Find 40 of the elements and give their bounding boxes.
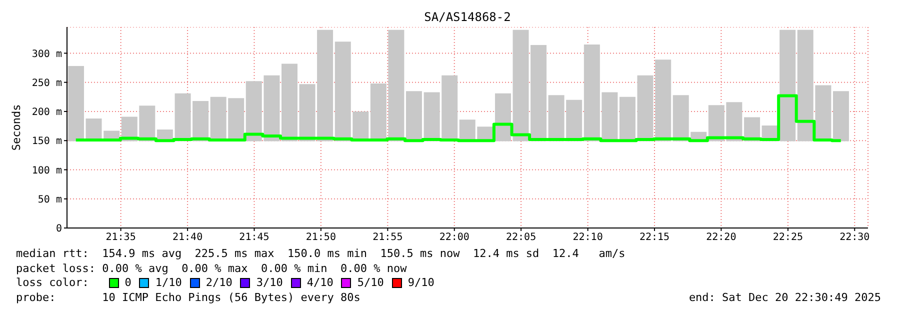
y-axis-title: Seconds: [10, 104, 23, 151]
x-tick-label: 22:30: [840, 232, 870, 244]
text: end: Sat Dec 20 22:30:49 2025: [688, 290, 881, 305]
bar: [406, 91, 422, 142]
text: packet loss: 0.00 % avg 0.00 % max 0.00 % min 0.00 % now: [16, 262, 408, 276]
bar: [494, 93, 511, 142]
x-tick-label: 21:40: [172, 232, 203, 244]
x-tick-label: 22:05: [506, 232, 536, 244]
text: 0: [124, 276, 132, 290]
x-tick-label: 21:35: [106, 232, 136, 244]
y-tick-label: 300 m: [32, 48, 62, 60]
text: 3/10: [256, 276, 283, 290]
x-tick-label: 21:55: [372, 232, 403, 244]
bar: [282, 64, 298, 142]
y-tick-label: 250 m: [32, 78, 62, 89]
text: 4/10: [306, 276, 334, 290]
bar: [780, 30, 796, 142]
x-tick-label: 21:45: [239, 232, 270, 244]
x-tick-label: 22:00: [439, 232, 470, 244]
text: loss color:: [16, 276, 90, 290]
bar: [68, 66, 84, 142]
chart-title: SA/AS14868-2: [423, 10, 512, 24]
text: 2/10: [206, 276, 232, 290]
y-tick-label: 150 m: [32, 136, 62, 148]
text: probe: 10 ICMP Echo Pings (56 Bytes) every 80s: [16, 290, 360, 305]
x-tick-label: 22:25: [772, 232, 804, 244]
text: 1/10: [155, 276, 182, 290]
text: median rtt: 154.9 ms avg 225.5 ms max 150.0 ms min 150.5 ms now 12.4 ms sd 12.4 am/s: [16, 247, 626, 262]
y-tick-label: 200 m: [32, 107, 62, 118]
bar: [655, 60, 672, 142]
text: 9/10: [408, 276, 434, 290]
y-tick-label: 50 m: [38, 194, 62, 206]
x-tick-label: 21:50: [306, 232, 336, 244]
y-tick-label: 0: [56, 224, 62, 235]
x-tick-label: 22:15: [639, 232, 670, 244]
x-tick-label: 22:10: [572, 232, 603, 244]
x-tick-label: 22:20: [706, 232, 736, 244]
text: 5/10: [357, 276, 384, 290]
y-tick-label: 100 m: [32, 165, 62, 176]
bar: [832, 91, 849, 142]
